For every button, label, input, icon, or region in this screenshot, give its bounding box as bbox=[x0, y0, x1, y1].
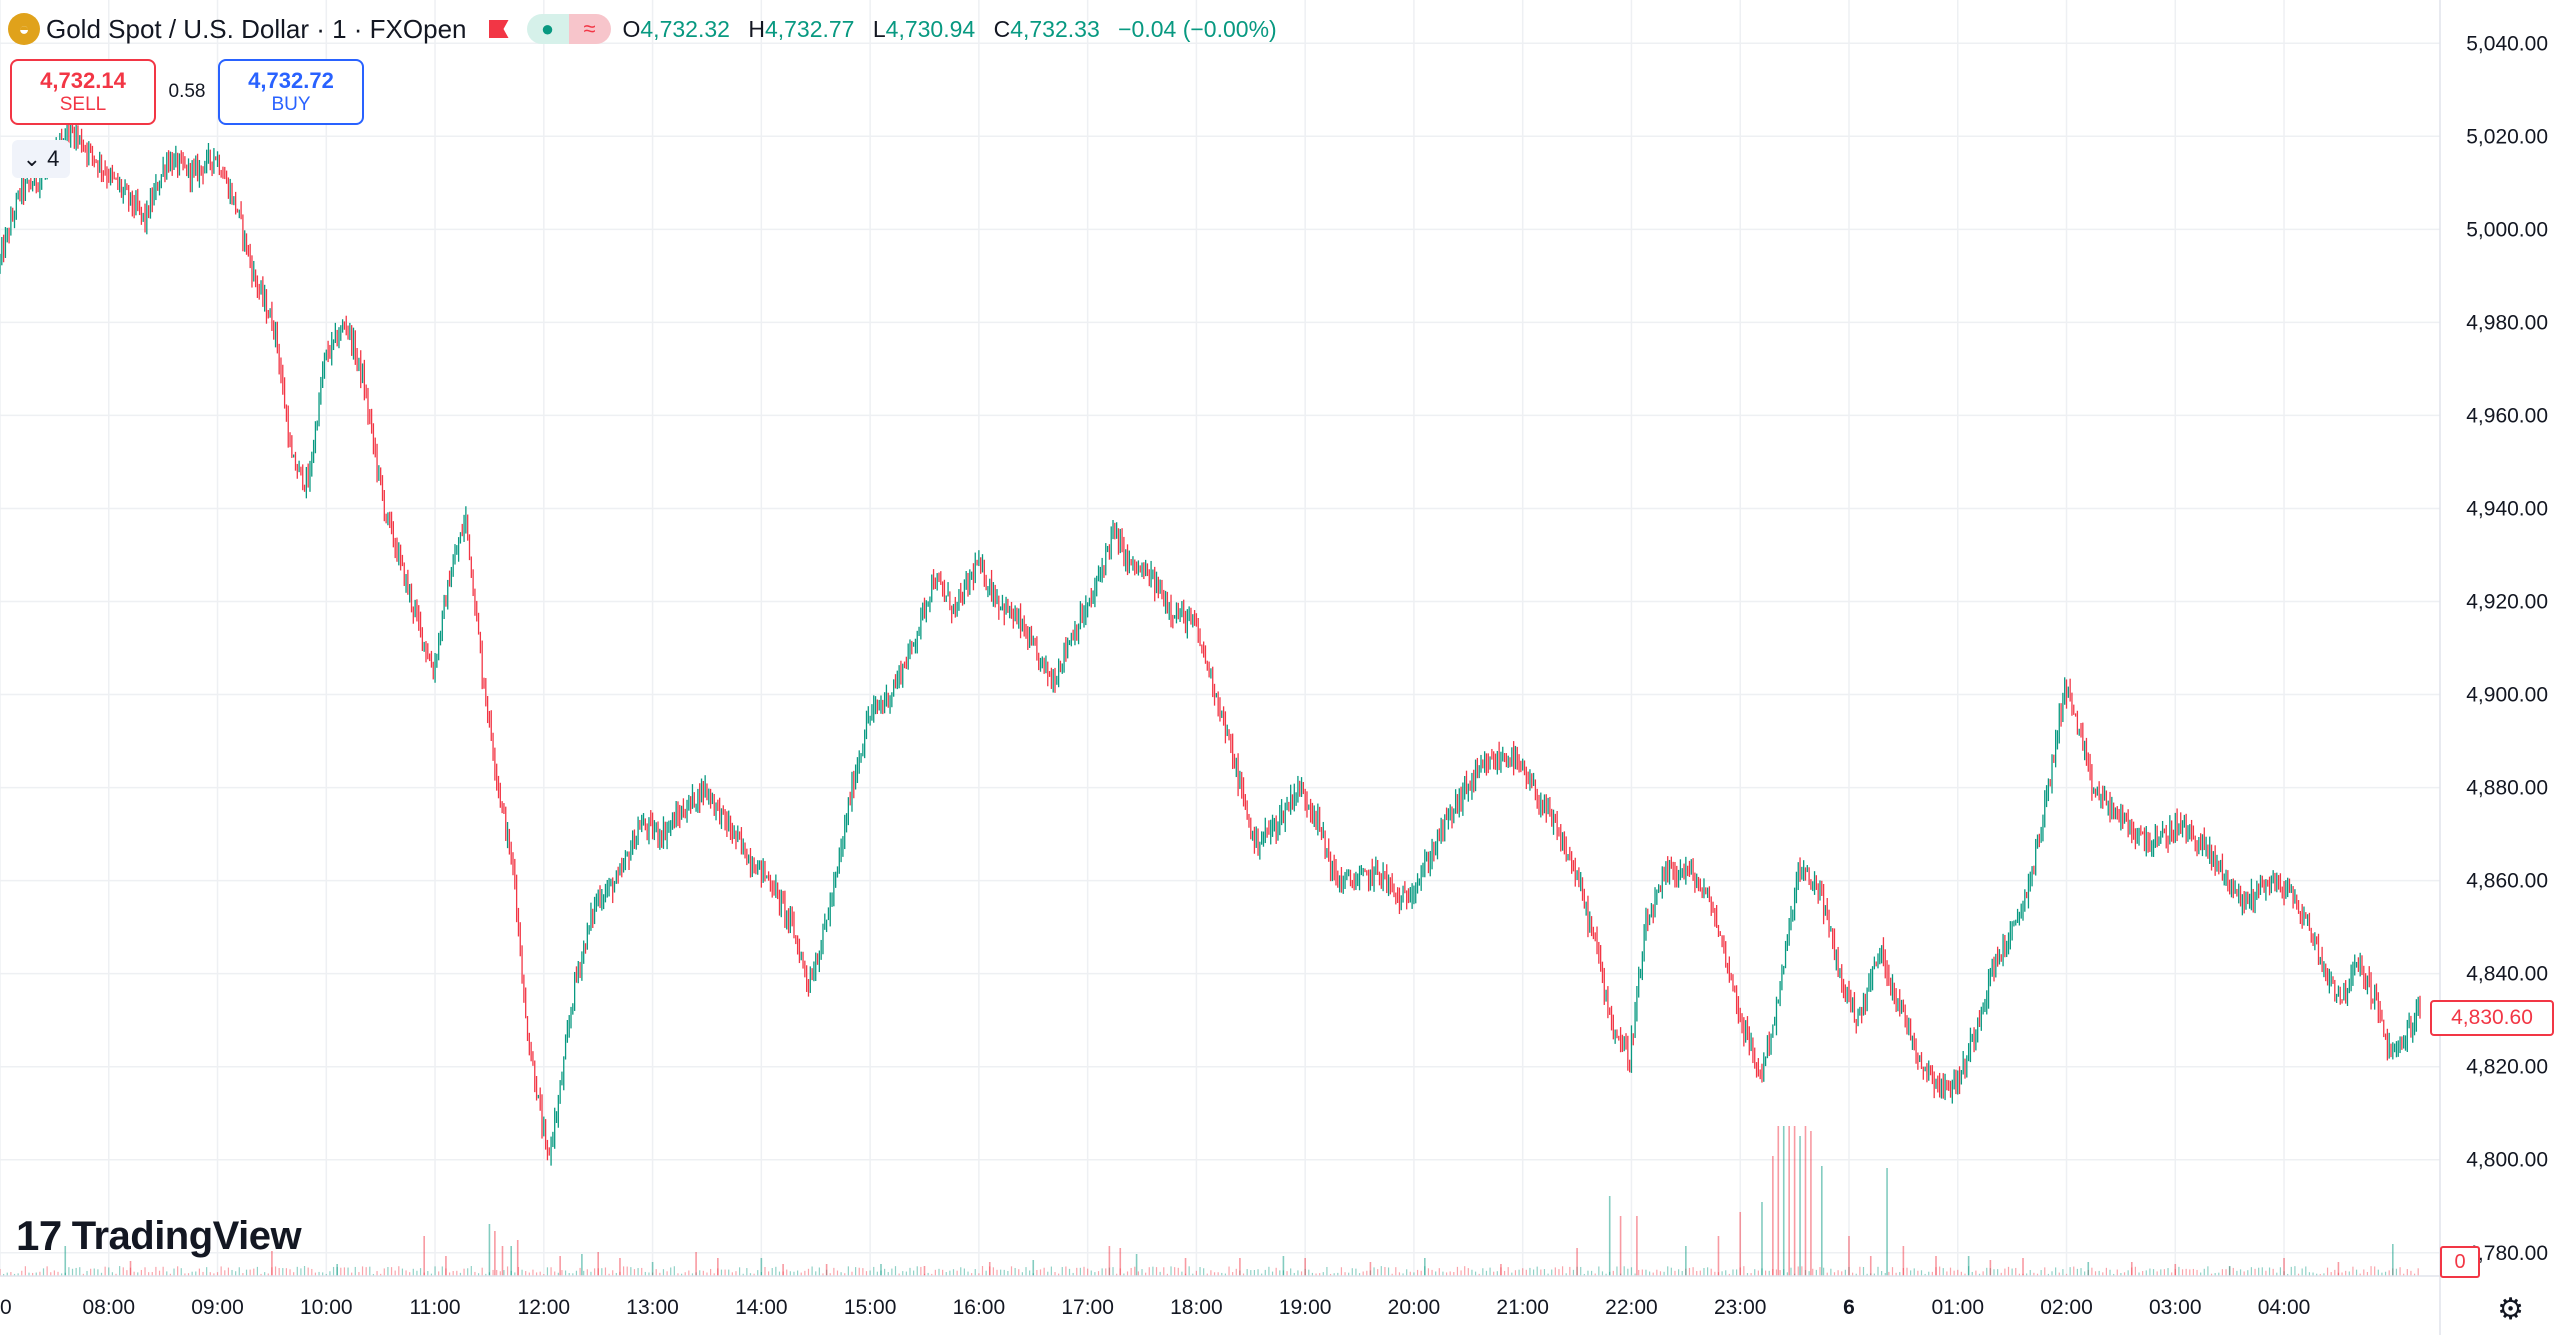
time-tick-label: 18:00 bbox=[1170, 1296, 1223, 1319]
price-tick-label: 4,920.00 bbox=[2466, 591, 2548, 614]
buy-price: 4,732.72 bbox=[248, 68, 334, 93]
change-value: −0.04 (−0.00%) bbox=[1118, 15, 1277, 42]
time-tick-label: 08:00 bbox=[82, 1296, 135, 1319]
close-value: 4,732.33 bbox=[1010, 15, 1100, 42]
time-tick-label: 03:00 bbox=[2149, 1296, 2202, 1319]
time-axis: 00 08:00 09:00 10:00 11:00 12:00 13:00 14:00 15:… bbox=[0, 1296, 2310, 1319]
time-tick-label: 14:00 bbox=[735, 1296, 788, 1319]
time-tick-label: 00 bbox=[0, 1296, 12, 1319]
flag-icon[interactable] bbox=[488, 20, 509, 38]
market-open-dot-icon: ● bbox=[526, 14, 569, 44]
price-tick-label: 5,020.00 bbox=[2466, 125, 2548, 148]
time-tick-label: 04:00 bbox=[2258, 1296, 2311, 1319]
buy-button[interactable]: 4,732.72 BUY bbox=[218, 59, 364, 125]
time-tick-label: 02:00 bbox=[2040, 1296, 2093, 1319]
volume-value-label: 0 bbox=[2440, 1246, 2480, 1278]
price-tick-label: 4,960.00 bbox=[2466, 404, 2548, 427]
time-tick-label: 20:00 bbox=[1388, 1296, 1441, 1319]
price-tick-label: 4,880.00 bbox=[2466, 777, 2548, 800]
price-tick-label: 4,980.00 bbox=[2466, 311, 2548, 334]
price-tick-label: 5,040.00 bbox=[2466, 32, 2548, 55]
trade-panel: 4,732.14 SELL 0.58 4,732.72 BUY bbox=[10, 59, 364, 125]
time-tick-label: 10:00 bbox=[300, 1296, 353, 1319]
time-tick-label: 17:00 bbox=[1061, 1296, 1114, 1319]
buy-label: BUY bbox=[271, 94, 311, 115]
settings-gear-icon[interactable]: ⚙ bbox=[2497, 1293, 2524, 1326]
price-tick-label: 4,940.00 bbox=[2466, 497, 2548, 520]
price-tick-label: 4,820.00 bbox=[2466, 1056, 2548, 1079]
open-value: 4,732.32 bbox=[640, 15, 730, 42]
time-tick-label: 19:00 bbox=[1279, 1296, 1332, 1319]
tradingview-logo-text: TradingView bbox=[71, 1213, 302, 1258]
tradingview-logo[interactable]: 17 TradingView bbox=[16, 1212, 302, 1260]
sell-button[interactable]: 4,732.14 SELL bbox=[10, 59, 156, 125]
chart-grid bbox=[0, 0, 2440, 1276]
time-tick-label: 21:00 bbox=[1496, 1296, 1549, 1319]
low-label: L bbox=[872, 15, 886, 42]
time-tick-label: 6 bbox=[1843, 1296, 1855, 1319]
data-delay-icon: ≈ bbox=[568, 14, 611, 44]
price-tick-label: 4,800.00 bbox=[2466, 1149, 2548, 1172]
volume-value: 0 bbox=[2454, 1250, 2466, 1273]
time-tick-label: 13:00 bbox=[626, 1296, 679, 1319]
open-label: O bbox=[622, 15, 641, 42]
last-price-value: 4,830.60 bbox=[2451, 1006, 2533, 1030]
time-tick-label: 01:00 bbox=[1931, 1296, 1984, 1319]
price-tick-label: 4,860.00 bbox=[2466, 870, 2548, 893]
spread-value: 0.58 bbox=[168, 81, 206, 102]
sell-label: SELL bbox=[59, 94, 107, 115]
market-status-pill[interactable]: ● ≈ bbox=[526, 14, 611, 44]
low-value: 4,730.94 bbox=[885, 15, 976, 42]
time-tick-label: 12:00 bbox=[518, 1296, 571, 1319]
gold-coin-icon[interactable]: ◒ bbox=[8, 13, 40, 45]
candlestick-series bbox=[0, 113, 2421, 1166]
price-tick-label: 4,840.00 bbox=[2466, 963, 2548, 986]
symbol-legend: ◒ Gold Spot / U.S. Dollar · 1 · FXOpen ●… bbox=[8, 10, 1289, 48]
indicators-count: 4 bbox=[47, 146, 60, 171]
time-tick-label: 15:00 bbox=[844, 1296, 897, 1319]
time-tick-label: 09:00 bbox=[191, 1296, 244, 1319]
price-tick-label: 5,000.00 bbox=[2466, 218, 2548, 241]
high-label: H bbox=[748, 15, 765, 42]
sell-price: 4,732.14 bbox=[40, 68, 126, 93]
chevron-down-icon: ⌄ bbox=[22, 146, 42, 171]
close-label: C bbox=[993, 15, 1011, 42]
symbol-title[interactable]: Gold Spot / U.S. Dollar · 1 · FXOpen bbox=[46, 13, 467, 44]
indicators-collapse-button[interactable]: ⌄ 4 bbox=[12, 140, 70, 178]
time-tick-label: 22:00 bbox=[1605, 1296, 1658, 1319]
time-tick-label: 16:00 bbox=[953, 1296, 1006, 1319]
ohlc-values: O4,732.32 H4,732.77 L4,730.94 C4,732.33 … bbox=[623, 16, 1289, 43]
price-tick-label: 4,900.00 bbox=[2466, 684, 2548, 707]
price-tick-label: 4,780.00 bbox=[2466, 1242, 2548, 1265]
tradingview-logo-icon: 17 bbox=[16, 1212, 62, 1259]
high-value: 4,732.77 bbox=[764, 15, 855, 42]
time-tick-label: 23:00 bbox=[1714, 1296, 1767, 1319]
time-tick-label: 11:00 bbox=[410, 1296, 461, 1319]
last-price-label: 4,830.60 bbox=[2430, 1000, 2554, 1037]
price-axis: 4,780.00 4,800.00 4,820.00 4,840.00 4,860.00… bbox=[2466, 32, 2548, 1265]
